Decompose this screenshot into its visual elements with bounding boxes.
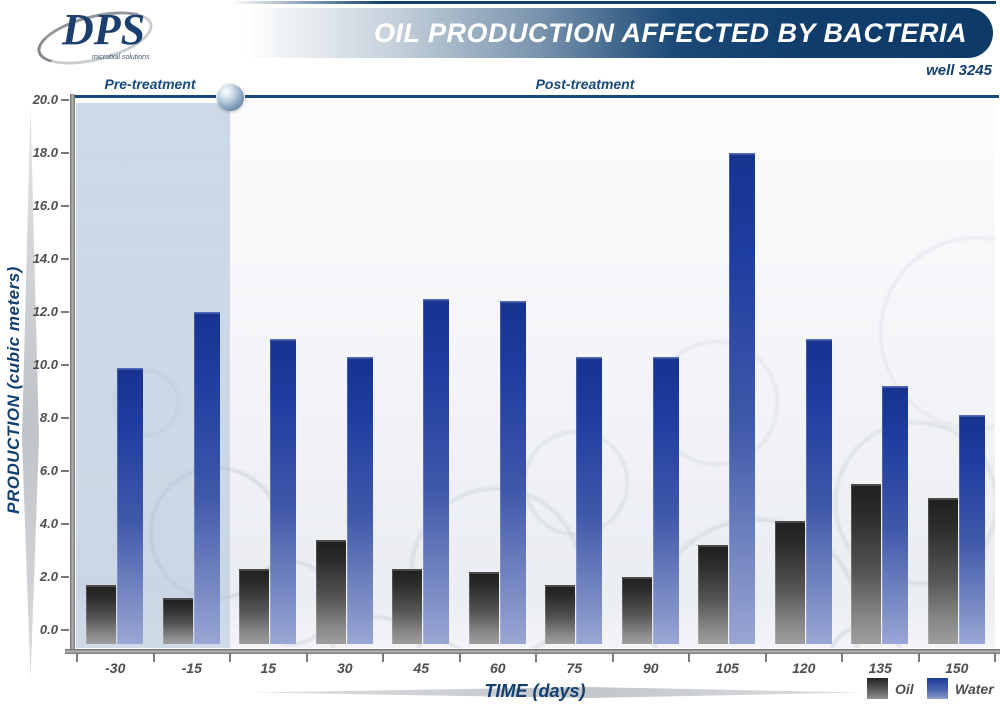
bar-oil-135 xyxy=(851,484,881,644)
x-tick xyxy=(382,654,384,662)
bar-water-135 xyxy=(882,386,908,644)
banner-top-rule xyxy=(230,1,996,4)
x-tick-label: 15 xyxy=(260,660,277,676)
x-tick xyxy=(917,654,920,662)
post-treatment-label: Post-treatment xyxy=(535,76,635,92)
dps-logo: DPS microbial solutions xyxy=(22,1,158,75)
x-tick-label: 135 xyxy=(868,660,892,676)
x-tick-label: -30 xyxy=(105,660,126,676)
x-tick xyxy=(305,654,308,662)
bar-oil-75 xyxy=(545,584,575,644)
bar-water-45 xyxy=(423,298,449,644)
y-tick-label: 10.0 xyxy=(32,357,58,372)
post-treatment-line xyxy=(245,95,999,98)
bar-water-90 xyxy=(652,357,679,644)
bar-oil--15 xyxy=(162,598,193,644)
y-tick xyxy=(61,205,69,207)
logo-text: DPS xyxy=(62,5,146,54)
y-tick xyxy=(61,311,69,313)
bar-water-105 xyxy=(729,153,755,644)
y-tick xyxy=(61,152,69,154)
y-tick xyxy=(61,258,69,260)
well-label: well 3245 xyxy=(926,62,992,79)
x-axis-line xyxy=(65,649,1000,654)
y-axis-spike-decoration xyxy=(22,105,39,680)
y-tick-label: 8.0 xyxy=(39,410,58,425)
x-tick xyxy=(764,654,767,662)
x-tick-label: 150 xyxy=(945,660,969,676)
y-axis-line xyxy=(70,94,75,654)
x-tick xyxy=(994,654,996,662)
x-tick-label: -15 xyxy=(181,660,202,676)
x-tick xyxy=(76,654,78,662)
page-title: OIL PRODUCTION AFFECTED BY BACTERIA xyxy=(373,18,967,48)
y-tick-label: 14.0 xyxy=(32,251,58,266)
y-tick-label: 16.0 xyxy=(32,198,58,213)
y-tick xyxy=(61,99,69,101)
x-tick xyxy=(535,654,537,662)
y-tick xyxy=(61,470,69,472)
x-tick-label: 45 xyxy=(413,660,430,676)
x-tick-label: 105 xyxy=(715,660,739,676)
x-tick-label: 30 xyxy=(336,660,353,676)
bar-oil-150 xyxy=(927,497,958,644)
y-tick xyxy=(61,364,69,366)
bar-water--30 xyxy=(117,367,143,644)
x-tick xyxy=(688,654,690,662)
bar-water-15 xyxy=(270,338,296,644)
x-tick xyxy=(611,654,614,662)
bar-water-30 xyxy=(346,357,373,644)
x-axis-spike-decoration xyxy=(253,687,863,698)
y-tick xyxy=(61,576,69,578)
legend-oil-swatch xyxy=(867,678,888,699)
bar-oil-120 xyxy=(774,521,805,644)
logo-subtext: microbial solutions xyxy=(92,54,150,61)
bar-water-150 xyxy=(958,415,985,644)
x-axis-title: TIME (days) xyxy=(484,681,586,701)
y-tick-label: 12.0 xyxy=(32,304,58,319)
y-tick xyxy=(61,417,69,419)
pre-treatment-label: Pre-treatment xyxy=(104,76,196,92)
x-tick xyxy=(458,654,461,662)
legend-water-swatch xyxy=(927,678,948,699)
boundary-sphere-icon xyxy=(217,84,244,111)
y-tick-label: 4.0 xyxy=(39,516,58,531)
bar-water-60 xyxy=(499,301,526,644)
y-tick-label: 0.0 xyxy=(39,622,58,637)
y-tick-label: 18.0 xyxy=(32,145,58,160)
bar-oil-60 xyxy=(468,571,499,644)
y-tick-label: 2.0 xyxy=(39,569,58,584)
bar-oil-105 xyxy=(698,545,728,644)
legend-oil-label: Oil xyxy=(895,681,914,697)
x-tick-label: 90 xyxy=(642,660,659,676)
pre-treatment-line xyxy=(75,95,216,98)
bar-oil-45 xyxy=(392,569,422,644)
x-tick xyxy=(841,654,843,662)
x-tick xyxy=(229,654,231,662)
bar-oil-30 xyxy=(315,539,346,644)
x-tick-label: 120 xyxy=(792,660,816,676)
bar-water--15 xyxy=(193,312,220,644)
bar-oil--30 xyxy=(86,584,116,644)
y-tick-label: 20.0 xyxy=(32,92,58,107)
y-tick-label: 6.0 xyxy=(39,463,58,478)
legend-water-label: Water xyxy=(955,681,994,697)
x-tick xyxy=(152,654,155,662)
bar-water-75 xyxy=(576,357,602,644)
title-banner: OIL PRODUCTION AFFECTED BY BACTERIA xyxy=(230,8,993,58)
bar-water-120 xyxy=(805,338,832,644)
x-tick-label: 60 xyxy=(489,660,506,676)
bar-oil-15 xyxy=(239,569,269,644)
bar-oil-90 xyxy=(621,577,652,644)
y-tick xyxy=(61,523,69,525)
y-tick xyxy=(61,629,69,631)
x-tick-label: 75 xyxy=(566,660,583,676)
